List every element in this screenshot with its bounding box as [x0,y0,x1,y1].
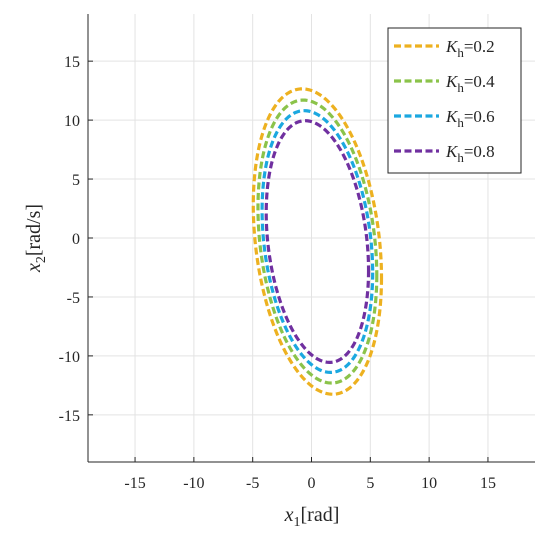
x-tick-label: -15 [124,475,145,492]
x-tick-label: 10 [421,475,437,492]
curves [251,87,384,396]
curve-series-3 [260,109,375,375]
curve-series-4 [264,119,371,364]
y-tick-label: -5 [67,290,80,307]
curve-series-2 [256,98,379,385]
x-tick-labels: -15 -10 -5 0 5 10 15 [124,475,496,492]
y-axis-label: x2[rad/s] [23,204,49,273]
y-tick-label: 5 [72,172,80,189]
axes [87,14,535,463]
legend-label-1: Kh=0.2 [445,37,495,60]
legend-label-3: Kh=0.6 [445,107,495,130]
legend-items: Kh=0.2 Kh=0.4 Kh=0.6 Kh=0.8 [394,37,495,165]
x-tick-label: 0 [308,475,316,492]
y-tick-label: -15 [59,408,80,425]
y-tick-label: 10 [64,113,80,130]
legend-box [387,27,522,174]
legend: Kh=0.2 Kh=0.4 Kh=0.6 Kh=0.8 [387,27,522,174]
y-tick-labels: -15 -10 -5 0 5 10 15 [59,54,80,425]
legend-label-2: Kh=0.4 [445,72,495,95]
y-tick-label: 15 [64,54,80,71]
y-tick-label: -10 [59,349,80,366]
y-tick-label: 0 [72,231,80,248]
x-tick-label: -10 [183,475,204,492]
x-tick-label: -5 [246,475,259,492]
x-tick-label: 5 [366,475,374,492]
curve-series-1 [251,87,384,396]
x-tick-label: 15 [480,475,496,492]
legend-label-4: Kh=0.8 [445,142,495,165]
x-axis-label: x1[rad] [284,504,340,530]
